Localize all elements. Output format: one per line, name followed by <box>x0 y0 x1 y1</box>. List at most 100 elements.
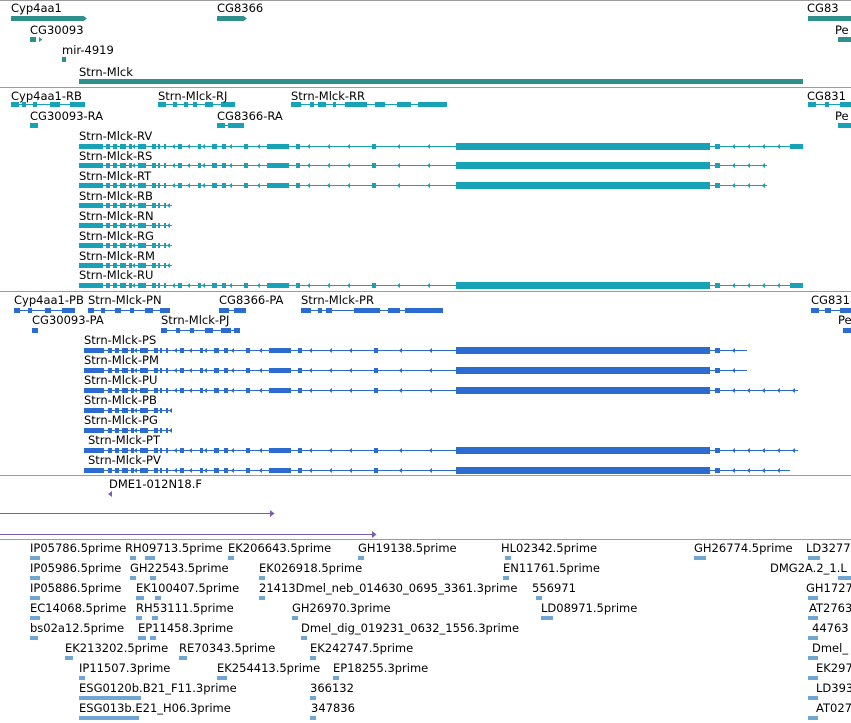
intron-chevron[interactable] <box>173 348 177 353</box>
intron-chevron[interactable] <box>731 144 735 149</box>
transcript-exon[interactable] <box>106 283 110 288</box>
est-label[interactable]: AT027 <box>816 701 851 715</box>
intron-chevron[interactable] <box>791 388 795 393</box>
intron-chevron[interactable] <box>306 163 310 168</box>
transcript-exon[interactable] <box>158 163 160 168</box>
transcript-exon[interactable] <box>193 102 197 107</box>
est-label[interactable]: 366132 <box>310 681 354 695</box>
intron-chevron[interactable] <box>230 368 234 373</box>
est-label[interactable]: RE70343.5prime <box>179 641 276 655</box>
gene-glyph[interactable] <box>217 16 243 21</box>
protein-exon[interactable] <box>214 448 219 453</box>
transcript-exon[interactable] <box>164 243 166 248</box>
protein-exon[interactable] <box>115 448 119 453</box>
intron-chevron[interactable] <box>203 368 207 373</box>
intron-chevron[interactable] <box>731 368 735 373</box>
est-glyph[interactable] <box>694 556 706 560</box>
transcript-exon[interactable] <box>152 144 156 149</box>
intron-chevron[interactable] <box>93 368 97 373</box>
protein-exon[interactable] <box>122 388 128 393</box>
intron-chevron[interactable] <box>171 163 175 168</box>
est-glyph[interactable] <box>310 696 316 700</box>
est-label[interactable]: bs02a12.5prime <box>30 621 125 635</box>
est-glyph[interactable] <box>130 556 136 560</box>
transcript-exon[interactable] <box>113 283 117 288</box>
intron-chevron[interactable] <box>230 468 234 473</box>
protein-exon[interactable] <box>205 328 213 333</box>
protein-exon[interactable] <box>214 468 219 473</box>
est-glyph[interactable] <box>150 636 156 640</box>
est-label[interactable]: 347836 <box>311 701 355 715</box>
intron-chevron[interactable] <box>746 283 750 288</box>
intron-chevron[interactable] <box>131 144 135 149</box>
intron-chevron[interactable] <box>228 144 232 149</box>
gene-glyph[interactable] <box>79 79 803 84</box>
intron-chevron[interactable] <box>133 428 137 433</box>
transcript-label[interactable]: CG831 <box>807 89 846 103</box>
protein-exon[interactable] <box>115 348 119 353</box>
protein-exon[interactable] <box>269 388 291 393</box>
protein-exon[interactable] <box>298 368 302 373</box>
transcript-exon[interactable] <box>790 283 803 288</box>
intron-chevron[interactable] <box>426 183 430 188</box>
intron-chevron[interactable] <box>346 183 350 188</box>
transcript-exon[interactable] <box>113 163 117 168</box>
protein-exon[interactable] <box>456 347 710 354</box>
est-label[interactable]: EK242747.5prime <box>310 641 414 655</box>
transcript-exon[interactable] <box>11 102 19 107</box>
est-glyph[interactable] <box>536 596 542 600</box>
intron-chevron[interactable] <box>89 263 93 268</box>
intron-chevron[interactable] <box>306 144 310 149</box>
est-glyph[interactable] <box>808 696 818 700</box>
protein-exon[interactable] <box>161 328 167 333</box>
intron-chevron[interactable] <box>731 163 735 168</box>
transcript-exon[interactable] <box>152 183 156 188</box>
transcript-label[interactable]: Strn-Mlck-RS <box>79 149 153 163</box>
protein-label[interactable]: Strn-Mlck-PV <box>88 453 161 467</box>
protein-exon[interactable] <box>131 468 134 473</box>
transcript-exon[interactable] <box>790 144 803 149</box>
intron-chevron[interactable] <box>776 448 780 453</box>
intron-chevron[interactable] <box>188 388 192 393</box>
protein-exon[interactable] <box>154 368 158 373</box>
protein-exon[interactable] <box>354 308 380 313</box>
transcript-label[interactable]: Strn-Mlck-RJ <box>158 89 228 103</box>
est-label[interactable]: IP05886.5prime <box>30 581 122 595</box>
transcript-exon[interactable] <box>138 223 146 228</box>
intron-chevron[interactable] <box>398 448 402 453</box>
intron-chevron[interactable] <box>776 144 780 149</box>
intron-chevron[interactable] <box>131 183 135 188</box>
intron-chevron[interactable] <box>308 368 312 373</box>
protein-exon[interactable] <box>298 448 302 453</box>
transcript-exon[interactable] <box>120 203 126 208</box>
intron-chevron[interactable] <box>258 348 262 353</box>
intron-chevron[interactable] <box>186 144 190 149</box>
intron-chevron[interactable] <box>256 163 260 168</box>
transcript-exon[interactable] <box>310 102 314 107</box>
intron-chevron[interactable] <box>228 283 232 288</box>
protein-label[interactable]: Strn-Mlck-PT <box>88 433 160 447</box>
protein-exon[interactable] <box>456 367 710 374</box>
intron-chevron[interactable] <box>428 448 432 453</box>
protein-exon[interactable] <box>131 428 134 433</box>
protein-exon[interactable] <box>166 468 168 473</box>
est-label[interactable]: EP18255.3prime <box>333 661 429 675</box>
est-glyph[interactable] <box>310 716 316 720</box>
transcript-exon[interactable] <box>113 223 117 228</box>
intron-chevron[interactable] <box>131 163 135 168</box>
clone-glyph[interactable] <box>372 531 377 538</box>
intron-chevron[interactable] <box>186 283 190 288</box>
est-label[interactable]: HL02342.5prime <box>501 541 598 555</box>
est-glyph[interactable] <box>79 696 141 700</box>
protein-exon[interactable] <box>140 428 148 433</box>
est-glyph[interactable] <box>152 616 158 620</box>
est-glyph[interactable] <box>358 556 364 560</box>
transcript-exon[interactable] <box>106 183 110 188</box>
protein-exon[interactable] <box>154 408 158 413</box>
transcript-exon[interactable] <box>456 143 710 150</box>
transcript-exon[interactable] <box>198 283 201 288</box>
est-glyph[interactable] <box>65 656 73 660</box>
transcript-exon[interactable] <box>244 163 248 168</box>
protein-exon[interactable] <box>224 468 228 473</box>
transcript-exon[interactable] <box>138 263 146 268</box>
